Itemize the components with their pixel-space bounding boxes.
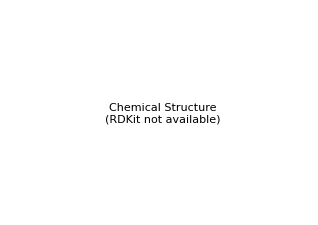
Text: Chemical Structure
(RDKit not available): Chemical Structure (RDKit not available) — [105, 103, 221, 124]
